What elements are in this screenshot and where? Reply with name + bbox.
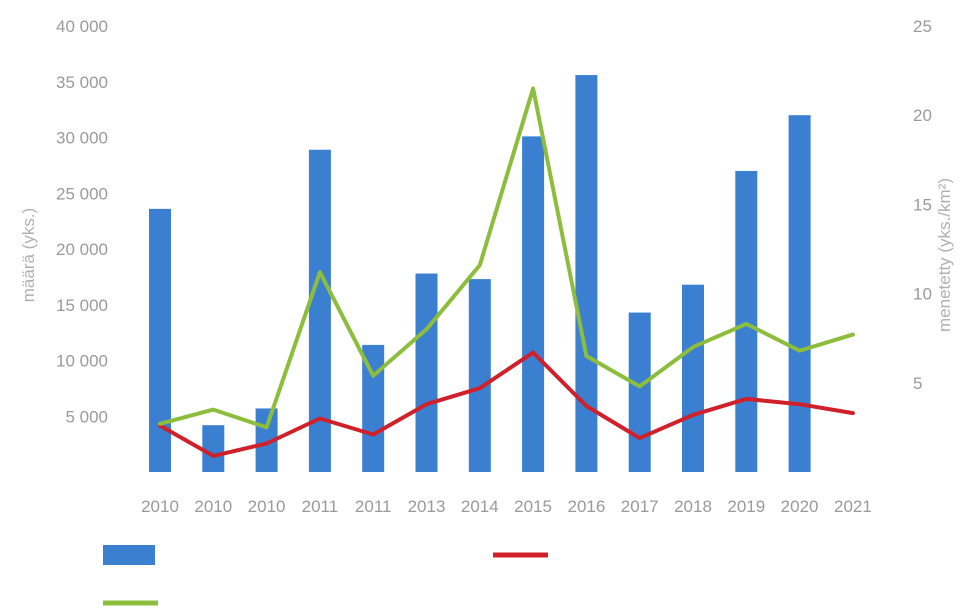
x-tick-label: 2017	[621, 497, 659, 516]
bar	[415, 273, 438, 472]
line-series	[158, 86, 855, 458]
x-tick-label: 2011	[302, 497, 339, 516]
bar	[735, 170, 758, 472]
left-tick-label: 15 000	[56, 296, 108, 315]
bar	[149, 208, 171, 473]
red-line	[158, 350, 855, 458]
x-tick-label: 2010	[194, 497, 232, 516]
bar	[202, 425, 225, 472]
right-tick-label: 25	[913, 17, 932, 36]
left-tick-label: 30 000	[56, 129, 108, 148]
left-axis-title: määrä (yks.)	[19, 208, 38, 302]
left-axis-ticks: 40 000 35 000 30 000 25 000 20 000 15 000 10 0…	[56, 17, 108, 426]
x-tick-label: 2013	[408, 497, 446, 516]
right-tick-label: 15	[913, 195, 932, 214]
right-tick-label: 20	[913, 106, 932, 125]
left-tick-label: 10 000	[56, 352, 108, 371]
bar	[575, 75, 598, 472]
legend	[103, 545, 548, 606]
x-tick-label: 2018	[674, 497, 712, 516]
x-tick-label: 2021	[834, 497, 872, 516]
left-tick-label: 20 000	[56, 240, 108, 259]
x-tick-label: 2016	[567, 497, 605, 516]
bar	[468, 279, 491, 472]
bar	[362, 344, 385, 472]
right-tick-label: 5	[913, 374, 922, 393]
x-axis-ticks: 2010 2010 2010 2011 2011 2013 2014 2015 2016 2017…	[141, 497, 872, 516]
x-tick-label: 2020	[781, 497, 819, 516]
right-axis-ticks: 25 20 15 10 5	[913, 17, 932, 393]
right-axis-title: menetetty (yks./km²)	[935, 178, 954, 332]
left-tick-label: 5 000	[65, 407, 108, 426]
bar	[628, 312, 651, 472]
bar	[522, 136, 545, 472]
x-tick-label: 2010	[248, 497, 286, 516]
bar	[308, 149, 331, 472]
x-tick-label: 2015	[514, 497, 552, 516]
left-tick-label: 40 000	[56, 17, 108, 36]
bar	[682, 284, 704, 472]
left-tick-label: 25 000	[56, 184, 108, 203]
x-tick-label: 2010	[141, 497, 179, 516]
bar-series	[149, 75, 811, 473]
x-tick-label: 2019	[727, 497, 765, 516]
bar	[788, 115, 811, 472]
left-tick-label: 35 000	[56, 73, 108, 92]
green-line	[158, 86, 855, 430]
x-tick-label: 2011	[355, 497, 392, 516]
right-tick-label: 10	[913, 285, 932, 304]
x-tick-label: 2014	[461, 497, 499, 516]
legend-swatch-bar	[103, 545, 155, 565]
